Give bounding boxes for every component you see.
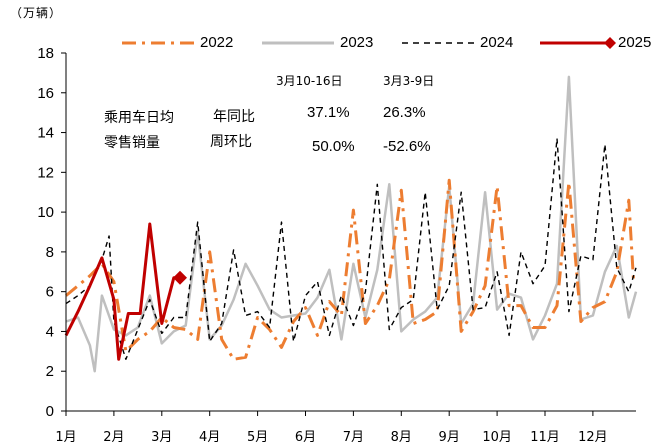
label-daily-retail-line2: 零售销量: [104, 135, 160, 151]
y-tick-label: 10: [37, 204, 54, 221]
legend-label-2022: 2022: [200, 34, 234, 51]
legend-item-2024: 2024: [398, 32, 528, 54]
header-week-2: 3月3-9日: [383, 74, 435, 88]
chart-legend: 2022 2023 2024 2025: [0, 32, 659, 54]
value-yoy-week2: 26.3%: [383, 104, 426, 121]
x-tick-label: 8月: [391, 430, 412, 445]
x-tick-label: 4月: [199, 430, 220, 445]
y-axis-unit-label: （万辆）: [10, 6, 63, 20]
legend-swatch-2024: [402, 42, 474, 44]
legend-swatch-2025: [540, 37, 616, 49]
y-tick-label: 6: [46, 284, 54, 301]
x-tick-label: 5月: [247, 430, 268, 445]
series-line-2025: [64, 222, 180, 361]
x-tick-label: 3月: [151, 430, 172, 445]
header-week-1: 3月10-16日: [276, 74, 343, 88]
x-tick-label: 9月: [439, 430, 460, 445]
legend-swatch-2022: [122, 41, 194, 45]
y-tick-label: 16: [37, 85, 54, 102]
y-tick-label: 8: [46, 244, 54, 261]
y-tick-label: 12: [37, 164, 54, 181]
label-mom: 周环比: [210, 134, 252, 150]
value-mom-week1: 50.0%: [312, 138, 355, 155]
series-layer: [64, 75, 638, 373]
x-tick-label: 1月: [55, 430, 76, 445]
value-yoy-week1: 37.1%: [307, 104, 350, 121]
series-line-2023: [65, 75, 638, 373]
series-marker-2025: [173, 270, 187, 285]
legend-item-2022: 2022: [118, 32, 248, 54]
x-tick-label: 10月: [482, 430, 512, 445]
x-tick-label: 11月: [530, 430, 560, 445]
legend-item-2025: 2025: [538, 32, 659, 54]
legend-label-2025: 2025: [618, 34, 652, 51]
x-tick-label: 7月: [343, 430, 364, 445]
series-line-2024: [65, 137, 637, 360]
legend-label-2024: 2024: [480, 34, 514, 51]
x-tick-label: 6月: [295, 430, 316, 445]
y-tick-label: 4: [46, 323, 54, 340]
value-mom-week2: -52.6%: [383, 138, 431, 155]
y-tick-label: 14: [37, 125, 54, 142]
axis-layer: 0 2 4 6 8 10 12 14 16 18 1月 2月 3月 4月 5月 6月 7月 8月 9月 10月 11月 1…: [37, 45, 636, 445]
label-yoy: 年同比: [213, 109, 255, 125]
series-line-2022: [65, 178, 636, 361]
legend-label-2023: 2023: [340, 34, 374, 51]
legend-swatch-2023: [262, 41, 334, 45]
x-tick-label: 12月: [578, 430, 608, 445]
y-tick-label: 2: [46, 363, 54, 380]
label-daily-retail-line1: 乘用车日均: [104, 110, 174, 126]
y-tick-label: 0: [46, 403, 54, 420]
y-tick-label: 18: [37, 45, 54, 62]
x-tick-label: 2月: [103, 430, 124, 445]
legend-item-2023: 2023: [258, 32, 388, 54]
